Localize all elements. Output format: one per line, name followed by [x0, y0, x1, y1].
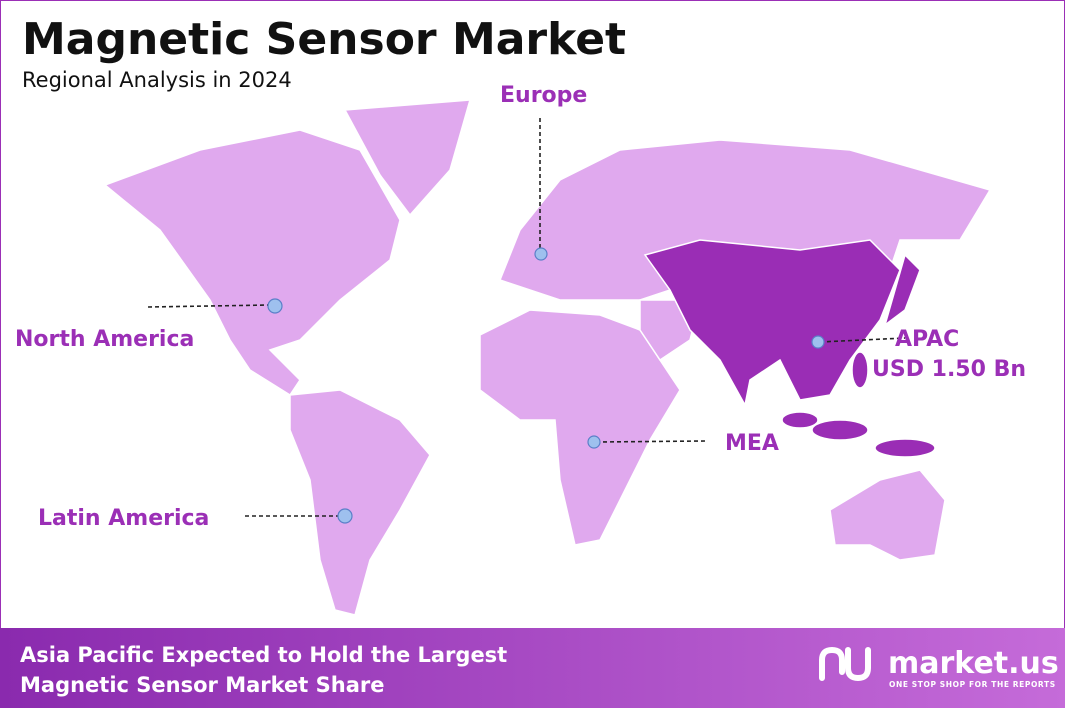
marker	[811, 335, 825, 349]
brand-tagline: ONE STOP SHOP FOR THE REPORTS	[889, 680, 1056, 689]
title: Magnetic Sensor Market	[22, 14, 626, 65]
asia-pacific	[643, 239, 901, 408]
region-label: MEA	[725, 431, 779, 456]
brand-name: market.us	[888, 646, 1059, 681]
sumatra	[781, 411, 819, 429]
region-label: North America	[15, 327, 194, 352]
brand-logo: market.us ONE STOP SHOP FOR THE REPORTS	[819, 646, 1059, 689]
logo-icon	[819, 646, 871, 682]
footer-text: Magnetic Sensor Market Share	[20, 673, 384, 697]
footer-band	[0, 628, 1065, 708]
region-label: APAC	[895, 327, 959, 352]
japan	[883, 253, 921, 327]
subtitle: Regional Analysis in 2024	[22, 68, 292, 92]
south-america	[289, 389, 431, 616]
indonesia	[811, 419, 869, 441]
region-value: USD 1.50 Bn	[872, 357, 1026, 382]
africa	[479, 309, 681, 546]
philippines	[851, 351, 869, 389]
leader-line	[147, 304, 271, 308]
region-label: Latin America	[38, 506, 209, 531]
footer-text: Asia Pacific Expected to Hold the Larges…	[20, 643, 507, 667]
region-labels: Europe North America Latin America MEA A…	[15, 83, 1026, 531]
marker	[534, 247, 548, 261]
marker	[267, 298, 283, 314]
leader-line	[819, 337, 906, 343]
marker	[337, 508, 353, 524]
region-label: Europe	[500, 83, 587, 108]
marker	[587, 435, 601, 449]
north-america	[103, 129, 401, 397]
greenland	[343, 99, 472, 217]
world-map	[103, 99, 992, 616]
new-guinea	[874, 438, 936, 458]
australia	[829, 469, 946, 561]
